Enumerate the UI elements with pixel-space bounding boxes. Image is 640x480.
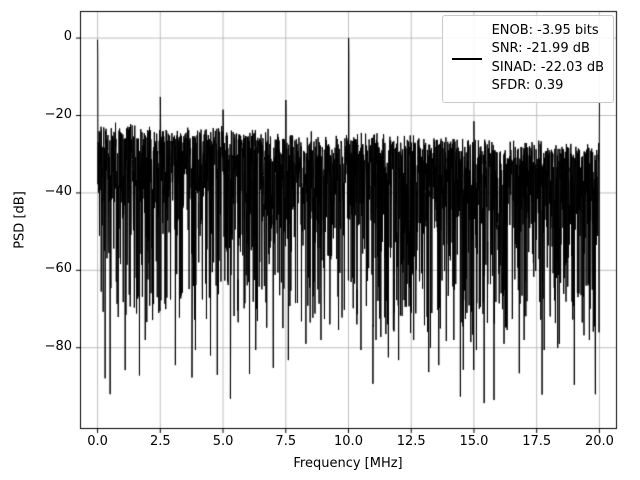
legend-enob: ENOB: -3.95 bits bbox=[491, 23, 599, 38]
legend-text: ENOB: -3.95 bits SNR: -21.99 dB SINAD: -… bbox=[492, 22, 604, 96]
legend: ENOB: -3.95 bits SNR: -21.99 dB SINAD: -… bbox=[441, 15, 614, 103]
legend-sfdr: SFDR: 0.39 bbox=[491, 78, 564, 94]
y-axis-label: PSD [dB] bbox=[12, 191, 28, 249]
legend-sinad: SINAD: -22.03 dB bbox=[491, 59, 604, 75]
legend-line-sample bbox=[451, 57, 482, 60]
legend-snr: SNR: -21.99 dB bbox=[491, 41, 590, 57]
x-axis-label: Frequency [MHz] bbox=[293, 456, 403, 471]
